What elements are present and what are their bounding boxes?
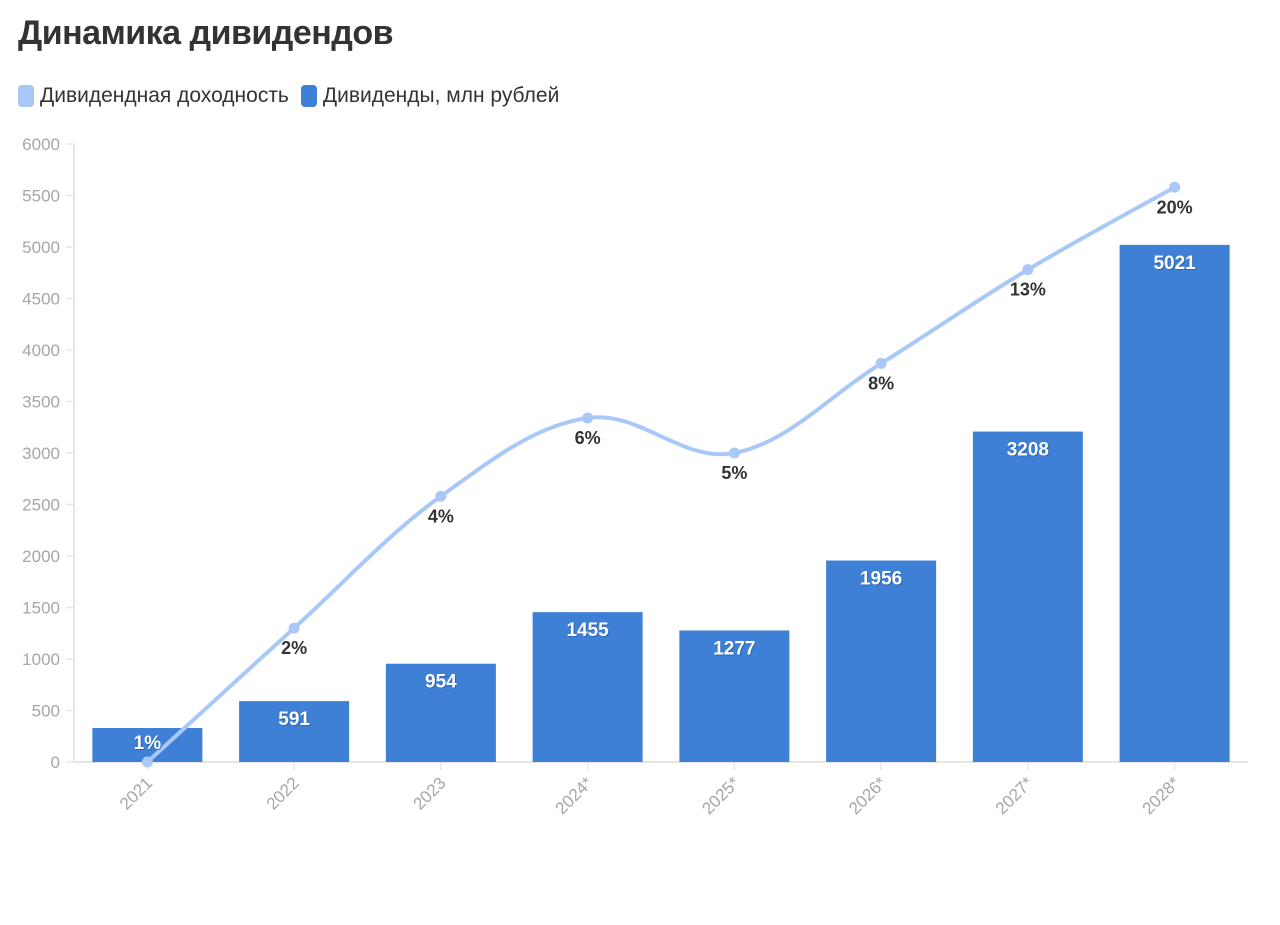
x-tick-label: 2025* xyxy=(698,773,743,818)
yield-label: 4% xyxy=(428,506,454,526)
bar-value-label-shadow: 5021 xyxy=(1154,254,1197,275)
bar-2021[interactable] xyxy=(92,728,203,762)
y-tick-label: 3000 xyxy=(22,444,60,463)
yield-point-2026*[interactable] xyxy=(875,357,887,369)
legend: Дивидендная доходность Дивиденды, млн ру… xyxy=(18,84,571,108)
y-tick-label: 3500 xyxy=(22,393,60,412)
yield-label: 5% xyxy=(721,463,747,483)
yield-label: 13% xyxy=(1010,280,1046,300)
bar-value-label: 1% xyxy=(134,733,162,754)
x-tick-label: 2028* xyxy=(1139,773,1184,818)
yield-point-2022[interactable] xyxy=(288,622,300,634)
y-tick-label: 2500 xyxy=(22,496,60,515)
y-tick-label: 6000 xyxy=(22,135,60,154)
yield-point-2028*[interactable] xyxy=(1169,181,1181,193)
bar-value-label: 5021 xyxy=(1153,253,1196,274)
yield-line xyxy=(145,185,1177,764)
y-tick-label: 4500 xyxy=(22,290,60,309)
bar-value-label-shadow: 1277 xyxy=(714,639,756,660)
yield-point-2023[interactable] xyxy=(435,490,447,502)
bar-2026*[interactable] xyxy=(826,560,937,762)
bar-value-label: 591 xyxy=(278,709,310,730)
legend-item-yield[interactable]: Дивидендная доходность xyxy=(18,84,289,108)
x-tick-label: 2022 xyxy=(263,773,303,813)
bar-2025*[interactable] xyxy=(679,630,790,762)
legend-swatch-dividends xyxy=(300,85,317,107)
bar-value-label-shadow: 591 xyxy=(279,710,311,731)
y-tick-label: 4000 xyxy=(22,341,60,360)
y-tick-label: 5000 xyxy=(22,238,60,257)
legend-label-dividends: Дивиденды, млн рублей xyxy=(322,84,560,107)
x-tick-label: 2024* xyxy=(552,773,597,818)
chart-title: Динамика дивидендов xyxy=(18,14,394,52)
legend-item-dividends[interactable]: Дивиденды, млн рублей xyxy=(300,84,560,108)
bar-value-label: 1455 xyxy=(566,620,609,641)
yield-label: 6% xyxy=(575,428,601,448)
bar-2028*[interactable] xyxy=(1119,244,1230,762)
x-tick-label: 2026* xyxy=(845,773,890,818)
y-tick-label: 2000 xyxy=(22,547,60,566)
legend-label-yield: Дивидендная доходность xyxy=(40,84,289,107)
y-tick-label: 1000 xyxy=(22,650,60,669)
x-tick-label: 2023 xyxy=(410,773,450,813)
bar-value-label: 3208 xyxy=(1007,440,1049,461)
y-tick-label: 0 xyxy=(51,753,60,772)
yield-point-2027*[interactable] xyxy=(1022,264,1034,276)
bar-value-label-shadow: 3208 xyxy=(1008,441,1050,462)
bar-value-label: 954 xyxy=(425,672,457,693)
bar-2024*[interactable] xyxy=(532,612,643,762)
yield-point-2021[interactable] xyxy=(141,756,153,768)
y-tick-label: 1500 xyxy=(22,599,60,618)
bar-value-label-shadow: 954 xyxy=(426,673,458,694)
bar-value-label-shadow: 1956 xyxy=(861,570,903,591)
yield-point-2024*[interactable] xyxy=(582,412,594,424)
bar-value-label: 1956 xyxy=(860,569,902,590)
x-tick-label: 2021 xyxy=(116,773,156,813)
bar-2023[interactable] xyxy=(385,663,496,762)
legend-swatch-yield xyxy=(18,85,34,107)
yield-label: 20% xyxy=(1157,197,1193,217)
y-tick-label: 500 xyxy=(32,702,60,721)
yield-label: 2% xyxy=(281,638,307,658)
yield-point-2025*[interactable] xyxy=(728,447,740,459)
x-tick-label: 2027* xyxy=(992,773,1037,818)
bar-2027*[interactable] xyxy=(972,431,1083,762)
bar-2022[interactable] xyxy=(239,701,350,762)
y-tick-label: 5500 xyxy=(22,187,60,206)
bar-value-label: 1277 xyxy=(713,638,755,659)
yield-label: 8% xyxy=(868,373,894,393)
bar-value-label-shadow: 1455 xyxy=(567,621,610,642)
bar-value-label-shadow: 1% xyxy=(135,734,163,755)
